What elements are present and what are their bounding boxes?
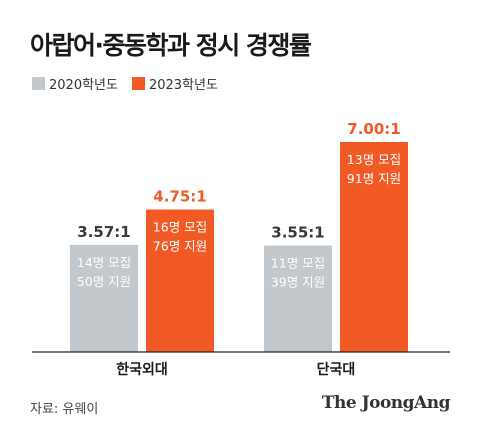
bar-gray-0 [70, 244, 138, 352]
bar-orange-0 [146, 209, 214, 352]
category-label-1: 단국대 [317, 361, 356, 378]
value-label-gray-1: 3.55:1 [271, 224, 324, 242]
bar-annotation-gray-0-1: 50명 지원 [77, 274, 131, 289]
legend: 2020학년도 2023학년도 [32, 74, 232, 93]
category-label-0: 한국외대 [116, 361, 168, 378]
legend-label-2020: 2020학년도 [49, 78, 118, 93]
bar-annotation-orange-1-1: 91명 지원 [347, 171, 401, 186]
bar-annotation-orange-0-0: 16명 모집 [153, 220, 207, 235]
value-label-gray-0: 3.57:1 [77, 223, 130, 241]
bar-annotation-orange-1-0: 13명 모집 [347, 152, 401, 167]
value-label-orange-0: 4.75:1 [153, 188, 206, 206]
bar-gray-1 [264, 245, 332, 352]
legend-swatch-2023 [131, 77, 145, 90]
bar-annotation-gray-0-0: 14명 모집 [77, 255, 131, 270]
legend-label-2023: 2023학년도 [148, 78, 218, 93]
chart-title: 아랍어·중동학과 정시 경쟁률 [30, 31, 312, 60]
bar-annotation-gray-1-1: 39명 지원 [271, 275, 325, 290]
bar-annotation-gray-1-0: 11명 모집 [271, 256, 325, 271]
legend-swatch-2020 [32, 77, 45, 90]
value-label-orange-1: 7.00:1 [347, 120, 400, 138]
legend-item-2020: 2020학년도 [32, 74, 118, 93]
bar-orange-1 [340, 142, 408, 352]
source-note: 자료: 유웨이 [30, 402, 99, 417]
brand-logo: The JoongAng [321, 393, 451, 413]
legend-item-2023: 2023학년도 [131, 74, 218, 93]
bar-annotation-orange-0-1: 76명 지원 [153, 239, 207, 254]
